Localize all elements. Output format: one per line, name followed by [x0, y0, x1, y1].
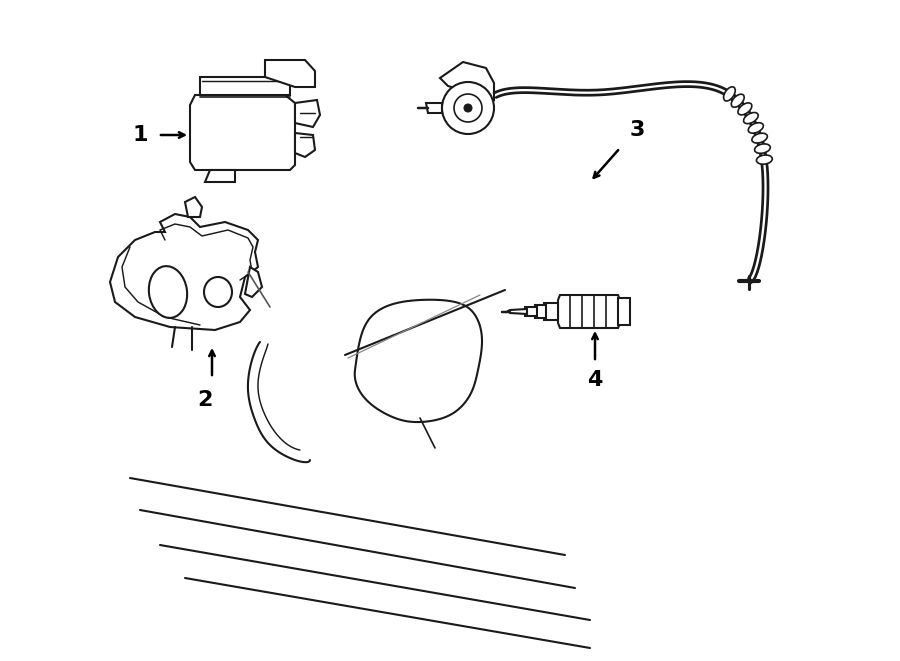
Polygon shape — [245, 267, 262, 297]
Polygon shape — [205, 170, 235, 182]
Polygon shape — [508, 309, 527, 314]
Polygon shape — [190, 95, 295, 170]
Polygon shape — [265, 60, 315, 87]
Polygon shape — [110, 214, 258, 330]
Polygon shape — [544, 303, 558, 320]
Polygon shape — [535, 305, 546, 318]
Polygon shape — [355, 299, 482, 422]
Text: 1: 1 — [132, 125, 148, 145]
Text: 3: 3 — [630, 120, 645, 140]
Polygon shape — [185, 197, 202, 217]
Polygon shape — [525, 307, 537, 316]
Ellipse shape — [442, 82, 494, 134]
Ellipse shape — [756, 155, 772, 164]
Polygon shape — [558, 295, 620, 328]
Polygon shape — [440, 62, 494, 100]
Polygon shape — [295, 100, 320, 127]
Ellipse shape — [743, 112, 758, 124]
Ellipse shape — [148, 266, 187, 318]
Ellipse shape — [464, 104, 472, 112]
Polygon shape — [426, 103, 442, 113]
Ellipse shape — [732, 95, 744, 107]
Ellipse shape — [738, 103, 752, 115]
Polygon shape — [295, 133, 315, 157]
Ellipse shape — [454, 94, 482, 122]
Ellipse shape — [754, 144, 770, 153]
Ellipse shape — [204, 277, 232, 307]
Text: 2: 2 — [197, 390, 212, 410]
Polygon shape — [200, 77, 290, 95]
Polygon shape — [618, 298, 630, 325]
Ellipse shape — [752, 133, 768, 143]
Ellipse shape — [748, 123, 763, 133]
Text: 4: 4 — [588, 370, 603, 390]
Ellipse shape — [724, 87, 735, 101]
